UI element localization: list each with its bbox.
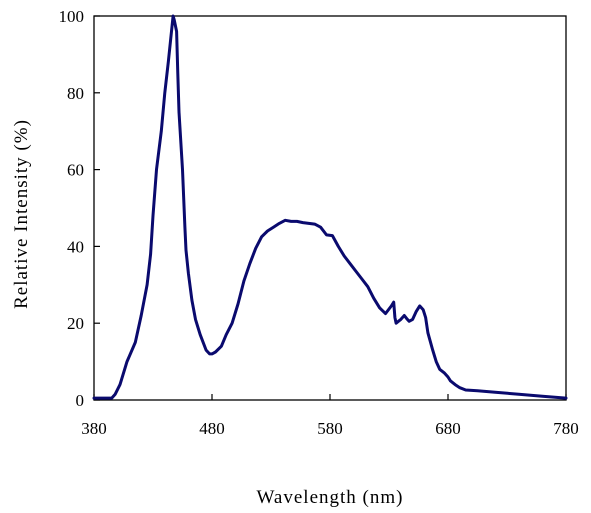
- y-tick-label: 20: [67, 314, 84, 333]
- y-tick-label: 80: [67, 84, 84, 103]
- y-axis: 0 20 40 60 80 100: [59, 7, 100, 410]
- x-tick-label: 380: [81, 419, 107, 438]
- x-tick-label: 480: [199, 419, 225, 438]
- plot-area-frame: [93, 15, 567, 401]
- x-tick-label: 680: [435, 419, 461, 438]
- y-tick-label: 0: [76, 391, 85, 410]
- x-axis-title: Wavelength (nm): [257, 487, 404, 508]
- y-tick-label: 60: [67, 161, 84, 180]
- x-axis: 380 480 580 680 780: [81, 394, 579, 438]
- series-line: [92, 14, 568, 400]
- x-tick-label: 580: [317, 419, 343, 438]
- y-tick-label: 40: [67, 237, 84, 256]
- y-tick-label: 100: [59, 7, 85, 26]
- x-tick-label: 780: [553, 419, 579, 438]
- y-axis-title: Relative Intensity (%): [11, 119, 32, 309]
